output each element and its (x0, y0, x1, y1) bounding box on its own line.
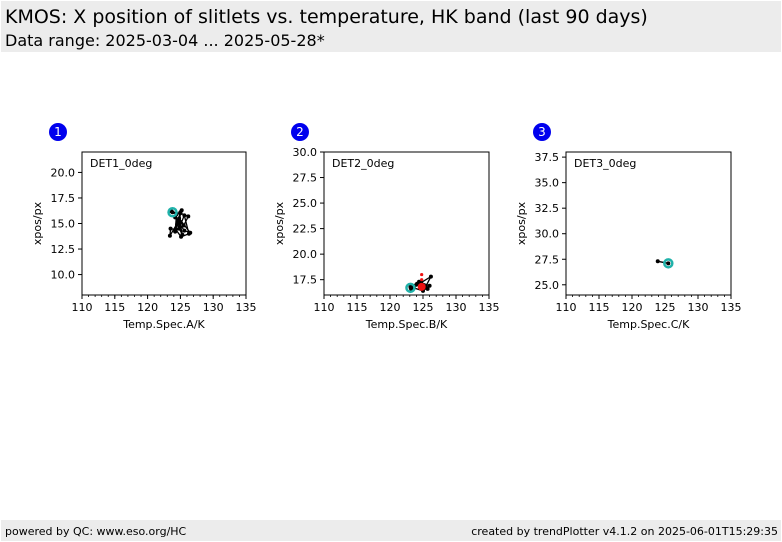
panel-number-badge (49, 123, 67, 141)
y-tick-label: 25.0 (535, 279, 560, 292)
x-tick-label: 125 (413, 301, 434, 314)
data-point (188, 230, 193, 235)
detector-label: DET3_0deg (574, 157, 636, 170)
x-tick-label: 135 (236, 301, 257, 314)
data-point (186, 214, 191, 219)
detector-label: DET1_0deg (90, 157, 152, 170)
panel-number-label: 3 (538, 125, 546, 139)
x-axis-label: Temp.Spec.A/K (122, 318, 205, 331)
x-tick-label: 120 (622, 301, 643, 314)
scatter-panel-3: 3 110 115 120 125 130 135 25.0 27.5 30.0 32.5 35.0 3… (515, 123, 742, 331)
x-tick-label: 115 (589, 301, 610, 314)
panel-number-label: 1 (54, 125, 62, 139)
data-point (178, 211, 183, 216)
data-range-subtitle: Data range: 2025-03-04 ... 2025-05-28* (5, 31, 325, 50)
header-bar: KMOS: X position of slitlets vs. tempera… (1, 1, 781, 52)
red-point (420, 272, 424, 277)
x-tick-label: 135 (721, 301, 742, 314)
x-tick-label: 110 (556, 301, 577, 314)
data-point (177, 226, 182, 231)
y-tick-label: 12.5 (51, 243, 76, 256)
y-tick-label: 30.0 (293, 146, 318, 159)
y-tick-label: 22.5 (293, 223, 318, 236)
y-tick-label: 32.5 (535, 202, 560, 215)
data-point (168, 226, 173, 231)
x-tick-label: 135 (479, 301, 500, 314)
x-axis-label: Temp.Spec.C/K (607, 318, 690, 331)
footer-powered-by: powered by QC: www.eso.org/HC (5, 525, 187, 538)
x-tick-label: 130 (688, 301, 709, 314)
y-tick-label: 20.0 (293, 248, 318, 261)
red-point (420, 278, 424, 282)
latest-point (666, 261, 671, 266)
data-point (655, 259, 660, 264)
data-point (427, 283, 432, 288)
data-point (182, 213, 187, 218)
data-point (417, 279, 422, 284)
y-tick-label: 20.0 (51, 166, 76, 179)
y-tick-label: 10.0 (51, 269, 76, 282)
y-tick-label: 17.5 (51, 192, 76, 205)
data-point (179, 208, 184, 213)
x-tick-label: 120 (137, 301, 158, 314)
scatter-panel-1: 1 110 115 120 125 130 135 10.0 12.5 15.0 17.5 20.0 T… (31, 123, 257, 331)
latest-point-ring (405, 282, 416, 294)
panel-number-badge (291, 123, 309, 141)
y-tick-label: 17.5 (293, 274, 318, 287)
y-tick-label: 25.0 (293, 197, 318, 210)
scatter-panel-2: 2 110 115 120 125 130 135 17.5 20.0 22.5 25.0 27.5 3… (273, 123, 500, 331)
y-axis-label: xpos/px (515, 201, 528, 245)
data-point (173, 227, 178, 232)
data-point (425, 286, 430, 291)
page-title: KMOS: X position of slitlets vs. tempera… (5, 6, 648, 28)
y-tick-label: 15.0 (51, 218, 76, 231)
panel-number-label: 2 (296, 125, 304, 139)
data-point (177, 216, 182, 221)
red-point (417, 282, 426, 291)
plot-frame (323, 151, 490, 296)
x-tick-label: 125 (655, 301, 676, 314)
x-tick-label: 125 (170, 301, 191, 314)
data-point (175, 222, 180, 227)
data-point (180, 232, 185, 237)
y-axis-label: xpos/px (273, 201, 286, 245)
x-tick-label: 115 (104, 301, 125, 314)
y-tick-label: 27.5 (293, 172, 318, 185)
panel-number-badge (533, 123, 551, 141)
y-tick-label: 35.0 (535, 177, 560, 190)
latest-point (170, 210, 175, 215)
data-point (428, 274, 433, 279)
x-tick-label: 130 (203, 301, 224, 314)
plot-frame (565, 151, 732, 296)
latest-point-ring (167, 207, 178, 218)
latest-point-ring (663, 258, 674, 269)
x-tick-label: 120 (380, 301, 401, 314)
y-tick-label: 37.5 (535, 151, 560, 164)
footer-bar: powered by QC: www.eso.org/HC created by… (1, 520, 781, 541)
x-tick-label: 115 (347, 301, 368, 314)
latest-point (408, 286, 413, 290)
y-tick-label: 27.5 (535, 253, 560, 266)
x-axis-label: Temp.Spec.B/K (365, 318, 448, 331)
data-point (167, 233, 172, 238)
y-tick-label: 30.0 (535, 228, 560, 241)
x-tick-label: 130 (446, 301, 467, 314)
x-tick-label: 110 (314, 301, 335, 314)
y-axis-label: xpos/px (31, 201, 44, 245)
data-point (182, 228, 187, 233)
x-tick-label: 110 (72, 301, 93, 314)
plot-frame (81, 151, 247, 296)
data-point (177, 219, 182, 224)
footer-created-by: created by trendPlotter v4.1.2 on 2025-0… (471, 525, 778, 538)
data-point (181, 223, 186, 228)
detector-label: DET2_0deg (332, 157, 394, 170)
